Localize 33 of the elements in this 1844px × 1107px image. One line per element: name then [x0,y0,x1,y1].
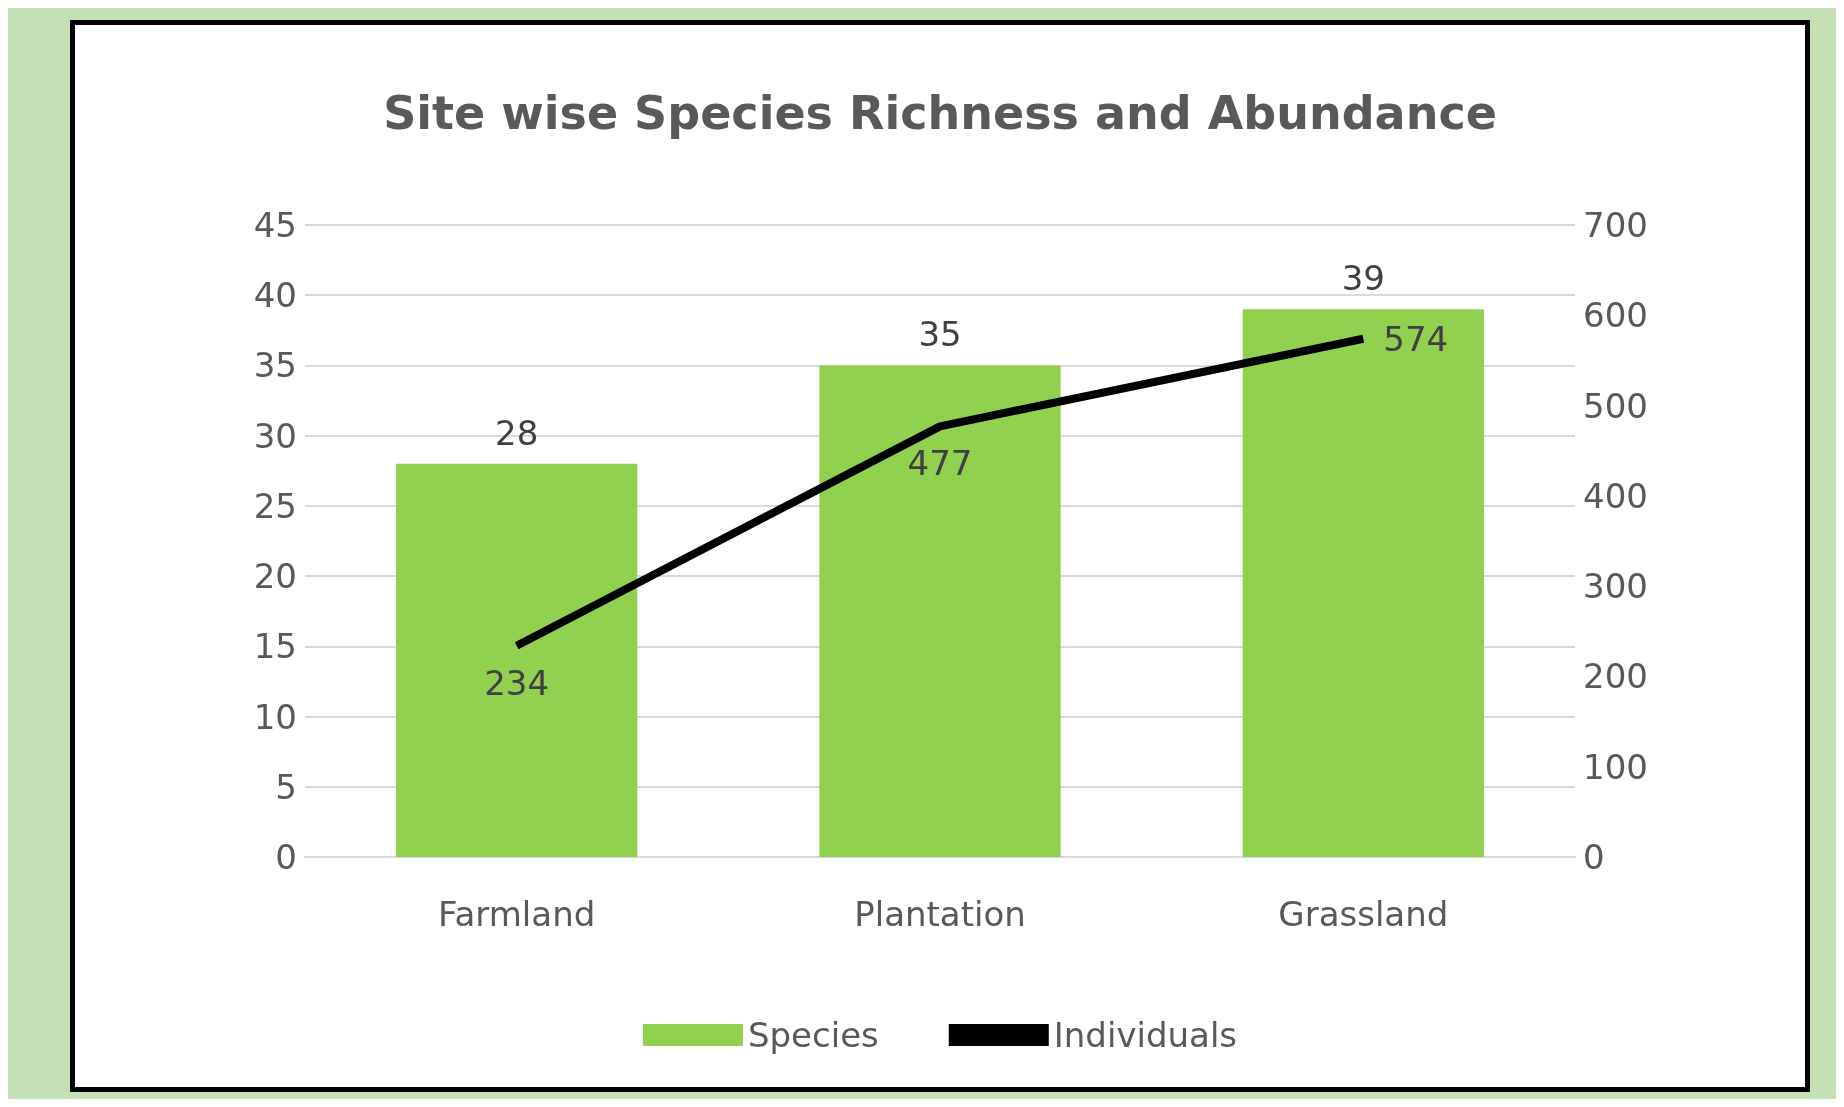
x-tick-label: Farmland [438,894,596,934]
y-tick-label: 30 [253,415,297,456]
legend-label: Individuals [1053,1015,1238,1055]
y-tick-label: 20 [253,556,297,597]
y-tick-label: 10 [253,696,297,737]
bar [1242,309,1484,857]
y-tick-label: 40 [253,275,297,316]
y2-tick-label: 500 [1583,385,1648,426]
y2-tick-label: 700 [1583,205,1648,245]
data-label: 234 [484,662,550,703]
y-tick-label: 25 [253,485,297,526]
legend-label: Species [747,1015,879,1055]
bar [396,463,638,857]
data-label: 574 [1383,318,1449,359]
y-tick-label: 15 [253,626,297,667]
data-label: 39 [1341,258,1385,299]
y2-tick-label: 0 [1583,837,1605,877]
chart-title: Site wise Species Richness and Abundance [383,86,1497,140]
x-tick-label: Plantation [854,894,1026,934]
x-tick-label: Grassland [1278,894,1449,934]
y-tick-label: 0 [275,837,297,877]
data-label: 28 [495,412,539,453]
y2-tick-label: 600 [1583,295,1648,336]
y-tick-label: 45 [253,205,297,245]
y-tick-label: 5 [275,766,297,807]
y2-tick-label: 200 [1583,656,1648,697]
data-label: 477 [907,443,973,484]
data-label: 35 [918,314,962,355]
bar [819,365,1061,857]
y2-tick-label: 300 [1583,566,1648,607]
y2-tick-label: 400 [1583,475,1648,516]
y-tick-label: 35 [253,345,297,386]
y2-tick-label: 100 [1583,746,1648,787]
